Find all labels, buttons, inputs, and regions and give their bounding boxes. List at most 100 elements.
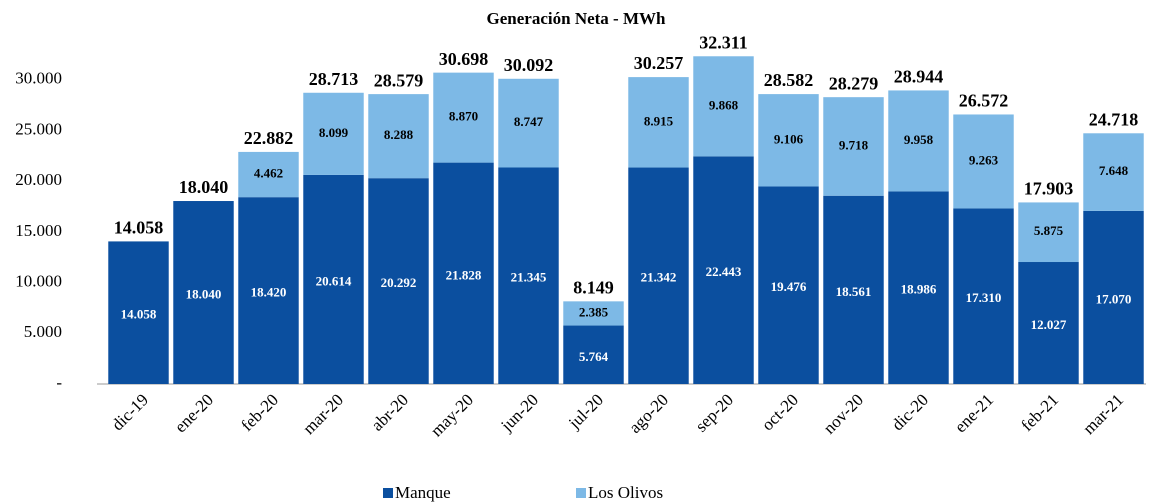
value-label: 20.614	[316, 273, 352, 288]
bar-segment	[1083, 210, 1144, 384]
legend-label: Los Olivos	[588, 483, 663, 502]
bar-segment	[563, 301, 624, 326]
x-tick-label: nov-20	[820, 390, 867, 437]
value-label: 18.561	[836, 284, 872, 299]
total-label: 30.257	[634, 53, 684, 73]
y-tick-label: 30.000	[15, 69, 62, 88]
bar-segment	[1018, 262, 1079, 384]
value-label: 5.875	[1034, 223, 1064, 238]
value-label: 17.310	[966, 290, 1002, 305]
bar-segment	[433, 162, 494, 384]
total-label: 32.311	[699, 32, 748, 52]
bar-segment	[888, 191, 949, 384]
bar-segment	[498, 167, 559, 384]
y-tick-label: -	[56, 373, 62, 392]
legend-swatch	[576, 488, 586, 498]
value-label: 14.058	[121, 307, 157, 322]
bar-segment	[1083, 133, 1144, 211]
bar-segment	[238, 197, 299, 384]
value-label: 21.828	[446, 267, 482, 282]
value-label: 18.986	[901, 282, 937, 297]
total-label: 28.579	[374, 70, 424, 90]
bar-segment	[1018, 202, 1079, 263]
x-tick-label: may-20	[427, 390, 477, 440]
value-label: 18.420	[251, 285, 287, 300]
x-tick-label: oct-20	[758, 390, 802, 434]
x-tick-label: feb-21	[1017, 390, 1062, 435]
bar-segment	[303, 174, 364, 384]
total-label: 28.582	[764, 70, 814, 90]
total-label: 17.903	[1024, 179, 1074, 199]
value-label: 20.292	[381, 275, 417, 290]
y-tick-label: 15.000	[15, 221, 62, 240]
value-label: 12.027	[1031, 317, 1067, 332]
value-label: 5.764	[579, 349, 609, 364]
bar-segment	[693, 156, 754, 384]
bar-segment	[758, 186, 819, 384]
total-label: 8.149	[573, 277, 614, 297]
value-label: 2.385	[579, 304, 609, 319]
y-tick-label: 20.000	[15, 170, 62, 189]
y-tick-label: 25.000	[15, 119, 62, 138]
x-tick-label: abr-20	[368, 390, 413, 435]
value-label: 18.040	[186, 286, 222, 301]
value-label: 8.099	[319, 125, 349, 140]
total-label: 22.882	[244, 128, 294, 148]
bar-segment	[758, 94, 819, 187]
bar-segment	[368, 178, 429, 384]
value-label: 17.070	[1096, 291, 1132, 306]
total-label: 14.058	[114, 218, 164, 238]
value-label: 21.342	[641, 270, 677, 285]
total-label: 30.698	[439, 49, 489, 69]
value-label: 8.288	[384, 127, 414, 142]
total-label: 28.944	[894, 67, 944, 87]
x-tick-label: mar-21	[1079, 390, 1127, 438]
x-tick-label: jul-20	[564, 390, 607, 433]
x-tick-label: ene-21	[951, 390, 997, 436]
value-label: 21.345	[511, 270, 547, 285]
value-label: 8.747	[514, 114, 544, 129]
y-tick-label: 10.000	[15, 271, 62, 290]
x-tick-label: dic-19	[108, 390, 152, 434]
chart-title: Generación Neta - MWh	[487, 9, 666, 28]
bar-segment	[498, 78, 559, 168]
bar-segment	[823, 97, 884, 196]
total-label: 18.040	[179, 177, 229, 197]
value-label: 4.462	[254, 166, 283, 181]
value-label: 9.868	[709, 97, 739, 112]
bar-segment	[173, 201, 234, 384]
bar-segment	[823, 195, 884, 384]
bar-segment	[303, 92, 364, 175]
value-label: 7.648	[1099, 163, 1129, 178]
x-tick-label: ene-20	[171, 390, 217, 436]
value-label: 8.915	[644, 113, 674, 128]
x-tick-label: dic-20	[888, 390, 932, 434]
bar-segment	[108, 241, 169, 384]
bar-segment	[693, 56, 754, 157]
total-label: 28.279	[829, 73, 879, 93]
bar-segment	[953, 208, 1014, 384]
legend-swatch	[383, 488, 393, 498]
value-label: 9.958	[904, 132, 934, 147]
x-tick-label: mar-20	[299, 390, 347, 438]
total-label: 24.718	[1089, 109, 1139, 129]
bar-segment	[628, 167, 689, 384]
x-tick-label: jun-20	[497, 390, 543, 436]
bar-segment	[433, 72, 494, 163]
value-label: 19.476	[771, 279, 807, 294]
bar-segment	[628, 77, 689, 168]
bar-segment	[953, 114, 1014, 209]
x-tick-label: ago-20	[625, 390, 672, 437]
value-label: 9.106	[774, 131, 804, 146]
total-label: 26.572	[959, 91, 1009, 111]
value-label: 22.443	[706, 264, 742, 279]
value-label: 8.870	[449, 109, 478, 124]
total-label: 30.092	[504, 55, 554, 75]
value-label: 9.263	[969, 152, 999, 167]
y-tick-label: 5.000	[24, 322, 62, 341]
legend-label: Manque	[395, 483, 451, 502]
total-label: 28.713	[309, 69, 359, 89]
x-tick-label: sep-20	[692, 390, 737, 435]
value-label: 9.718	[839, 137, 869, 152]
